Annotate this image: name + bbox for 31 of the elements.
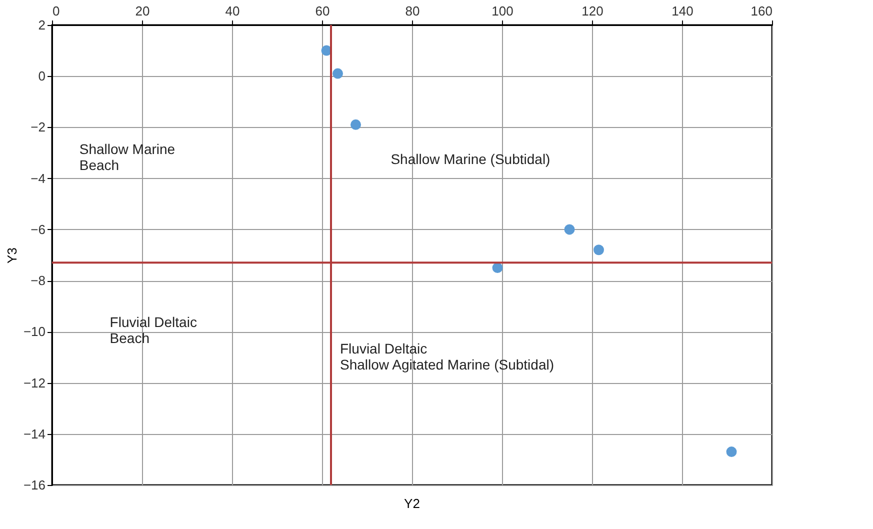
y-tick-label: −6 — [30, 222, 46, 237]
annotation: Shallow Marine (Subtidal) — [390, 151, 550, 168]
x-tick-label: 0 — [52, 4, 60, 18]
y-axis-title: Y3 — [4, 248, 20, 264]
x-tick-label: 160 — [750, 4, 772, 18]
y-tick-label: −4 — [30, 170, 46, 186]
point — [726, 446, 737, 458]
y-tick-label: −2 — [30, 120, 46, 135]
annotation: Shallow Marine Beach — [79, 141, 176, 174]
x-tick-label: 120 — [582, 4, 604, 18]
x-tick-label: 80 — [405, 4, 420, 18]
point — [564, 224, 575, 235]
y-tick-label: −12 — [23, 375, 46, 390]
point — [332, 68, 343, 79]
point — [594, 244, 604, 256]
y-tick-label: 0 — [38, 68, 46, 84]
annotation: Fluvial Deltaic Beach — [110, 314, 197, 346]
y-tick-label: −8 — [30, 273, 46, 288]
x-tick-label: 40 — [225, 4, 240, 18]
y-tick-label: −16 — [23, 478, 46, 492]
point — [492, 262, 503, 274]
x-tick-label: 100 — [492, 4, 514, 18]
y-tick-label: 2 — [38, 18, 46, 32]
y-tick-label: −10 — [23, 324, 46, 340]
y-tick-label: −14 — [23, 426, 46, 442]
x-axis-title: Y2 — [404, 496, 420, 511]
x-tick-label: 20 — [135, 4, 150, 18]
x-tick-label: 60 — [315, 4, 330, 18]
point — [350, 119, 361, 130]
annotation: Fluvial Deltaic Shallow Agitated Marine (Subtidal) — [340, 340, 554, 373]
x-tick-label: 140 — [672, 4, 694, 18]
